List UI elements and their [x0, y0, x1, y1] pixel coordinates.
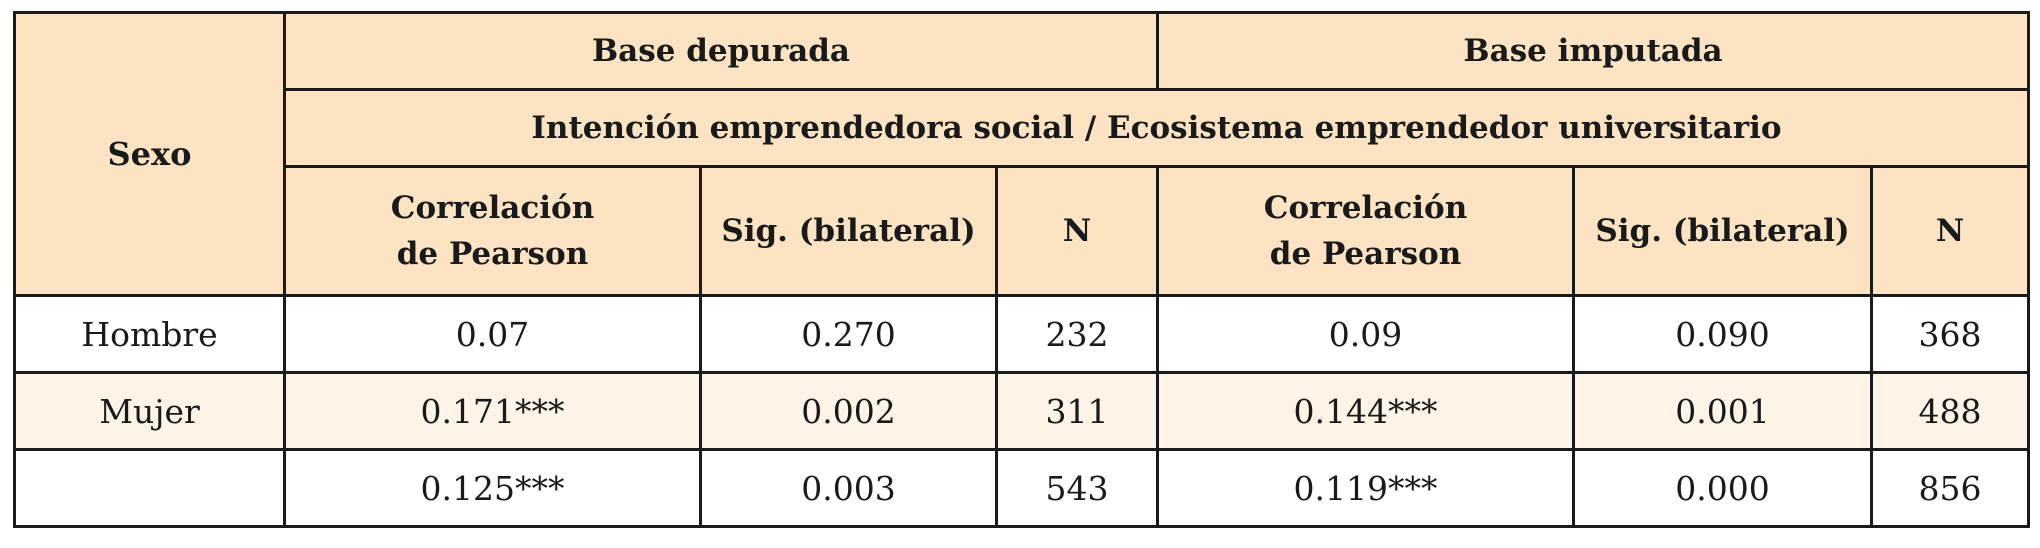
- pearson-header-right: Correlación de Pearson: [1156, 165, 1576, 297]
- header-row-subtitle: Intención emprendedora social / Ecosiste…: [15, 88, 2031, 168]
- table-cell: 488: [1870, 371, 2031, 451]
- pearson-header-right-line1: Correlación: [1263, 190, 1468, 226]
- pearson-header-left-line1: Correlación: [390, 190, 595, 226]
- table-row: Hombre 0.07 0.270 232 0.09 0.090 368: [13, 294, 2031, 374]
- sexo-header: Sexo: [13, 11, 286, 297]
- sig-header-left: Sig. (bilateral): [699, 165, 998, 297]
- table-cell: 0.270: [699, 294, 998, 374]
- variables-subtitle-header: Intención emprendedora social / Ecosiste…: [282, 88, 2031, 168]
- table-cell: 0.171***: [283, 371, 702, 451]
- header-row-columns: Correlación de Pearson Sig. (bilateral) …: [15, 165, 2031, 297]
- base-imputada-header: Base imputada: [1156, 11, 2031, 91]
- table-cell: 311: [994, 371, 1160, 451]
- pearson-header-left: Correlación de Pearson: [283, 165, 702, 297]
- n-header-right: N: [1870, 165, 2031, 297]
- pearson-header-right-line2: de Pearson: [1269, 236, 1462, 272]
- table-cell: 0.003: [699, 448, 998, 528]
- pearson-header-left-line2: de Pearson: [396, 236, 589, 272]
- correlation-table: Sexo Base depurada Base imputada Intenci…: [13, 11, 2031, 528]
- table-cell: 368: [1870, 294, 2031, 374]
- table-cell: 0.119***: [1156, 448, 1576, 528]
- table-cell: 0.001: [1572, 371, 1874, 451]
- table-cell: 0.002: [699, 371, 998, 451]
- table-cell: 543: [994, 448, 1160, 528]
- table-cell: 0.09: [1156, 294, 1576, 374]
- sig-header-right: Sig. (bilateral): [1572, 165, 1874, 297]
- table-row: Mujer 0.171*** 0.002 311 0.144*** 0.001 …: [13, 371, 2031, 451]
- n-header-left: N: [994, 165, 1160, 297]
- table-row: 0.125*** 0.003 543 0.119*** 0.000 856: [13, 448, 2031, 528]
- header-row-groups: Sexo Base depurada Base imputada: [13, 11, 2031, 297]
- table-cell: 0.125***: [283, 448, 702, 528]
- table-cell: 0.144***: [1156, 371, 1576, 451]
- table-cell: 232: [994, 294, 1160, 374]
- base-depurada-header: Base depurada: [282, 11, 1160, 91]
- table-cell: 0.07: [283, 294, 702, 374]
- table-cell: 856: [1870, 448, 2031, 528]
- row-label: Hombre: [13, 294, 286, 374]
- table-cell: 0.090: [1572, 294, 1874, 374]
- row-label: [13, 448, 286, 528]
- row-label: Mujer: [13, 371, 286, 451]
- table-cell: 0.000: [1572, 448, 1874, 528]
